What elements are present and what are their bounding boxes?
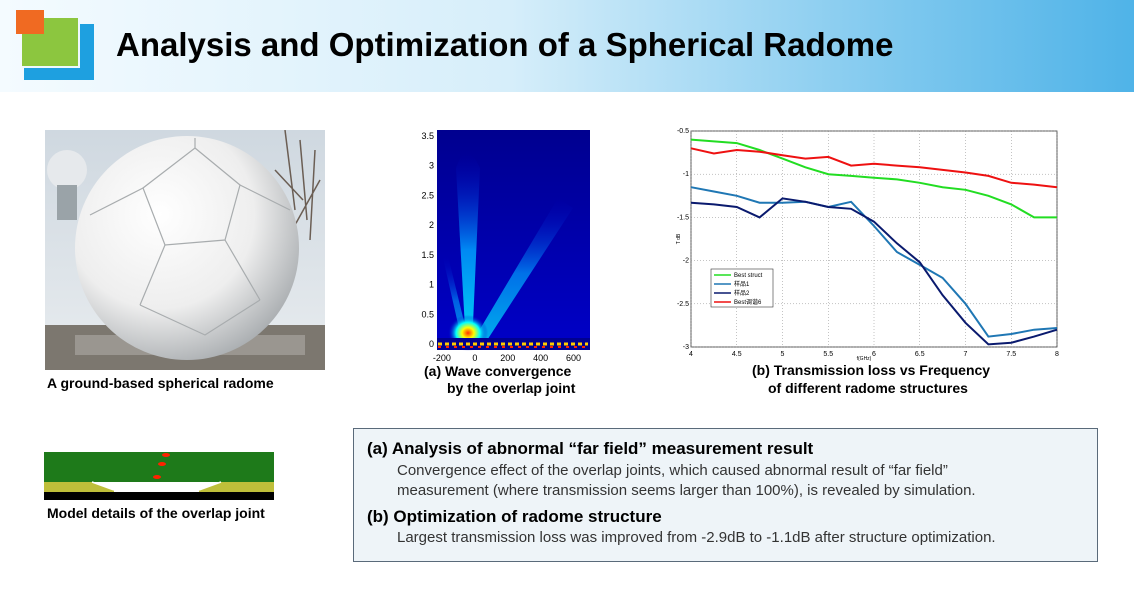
title-bar: Analysis and Optimization of a Spherical…: [0, 0, 1134, 92]
line-series-1: [690, 186, 1058, 338]
line-chart-ticks: 4 4.5 5 5.5 6 6.5 7 7.5 8 -0.5 -1 -1.5 -2 -2.5 -3 f(GHz…: [676, 128, 1059, 362]
contour-caption-line2: by the overlap joint: [447, 380, 576, 396]
line-chart-y-tick-1: -1: [683, 171, 689, 178]
line-chart-x-tick-4: 6: [872, 351, 876, 358]
line-chart-y-tick-2: -1.5: [677, 214, 689, 221]
central-beam: [456, 153, 480, 346]
contour-y-tick-0: 0: [429, 339, 434, 349]
hotspot-1: [162, 453, 170, 457]
joint-black-base: [44, 492, 274, 500]
joint-right-panel: [199, 482, 274, 492]
radome-seams: [89, 138, 291, 336]
contour-y-tick-7: 3.5: [421, 131, 434, 141]
legend-label-1: 样品1: [734, 280, 750, 288]
chart-caption-line1: (b) Transmission loss vs Frequency: [752, 362, 991, 378]
line-chart-y-tick-3: -2: [683, 258, 689, 265]
line-chart-y-tick-5: -3: [683, 344, 689, 351]
contour-x-tick-3: 400: [533, 353, 548, 363]
legend-label-3: Best调谐6: [734, 298, 762, 306]
line-chart-y-tick-0: -0.5: [677, 128, 689, 135]
line-series-0: [690, 138, 1057, 219]
summary-a-body-line2: measurement (where transmission seems la…: [397, 482, 976, 499]
overlap-joint-fringe: [437, 338, 590, 350]
hotspot-2: [158, 462, 166, 466]
photo-caption: A ground-based spherical radome: [47, 375, 274, 391]
line-chart-series: [690, 138, 1058, 346]
contour-x-tick-2: 200: [500, 353, 515, 363]
line-chart-x-tick-0: 4: [689, 351, 693, 358]
small-radome-tower: [57, 185, 77, 220]
line-chart-x-tick-3: 5.5: [823, 351, 833, 358]
line-chart-x-tick-1: 4.5: [732, 351, 742, 358]
contour-x-tick-4: 600: [566, 353, 581, 363]
line-chart-y-tick-4: -2.5: [677, 301, 689, 308]
page-title: Analysis and Optimization of a Spherical…: [116, 26, 894, 63]
contour-ticks: -200 0 200 400 600 0 0.5 1 1.5 2 2.5 3 3.5: [421, 131, 581, 363]
overlap-joint-model: [44, 452, 274, 500]
line-chart-x-tick-6: 7: [964, 351, 968, 358]
logo-orange-block: [16, 10, 44, 34]
summary-a-heading: (a) Analysis of abnormal “far field” mea…: [367, 439, 814, 458]
contour-y-tick-5: 2.5: [421, 190, 434, 200]
line-chart-x-label: f(GHz): [857, 356, 872, 362]
contour-y-tick-3: 1.5: [421, 250, 434, 260]
contour-y-tick-6: 3: [429, 161, 434, 171]
logo: [16, 10, 94, 80]
joint-left-panel: [44, 482, 114, 492]
legend-label-2: 样品2: [734, 289, 750, 297]
contour-x-tick-0: -200: [433, 353, 451, 363]
chart-caption-line2: of different radome structures: [768, 380, 968, 396]
line-chart-x-tick-7: 7.5: [1006, 351, 1016, 358]
transmission-loss-chart: 4 4.5 5 5.5 6 6.5 7 7.5 8 -0.5 -1 -1.5 -2 -2.5 -3 f(GHz…: [676, 128, 1059, 362]
summary-b-body: Largest transmission loss was improved f…: [397, 529, 996, 546]
small-radome: [47, 150, 87, 190]
radome-photo: [45, 130, 325, 370]
radome-ball: [75, 136, 299, 360]
contour-caption-line1: (a) Wave convergence: [424, 363, 572, 379]
line-chart-x-tick-5: 6.5: [915, 351, 925, 358]
hotspot-3: [153, 475, 161, 479]
line-chart-y-label: T dB: [676, 233, 682, 244]
line-chart-x-tick-8: 8: [1055, 351, 1059, 358]
line-chart-x-tick-2: 5: [781, 351, 785, 358]
joint-white-edge: [91, 481, 222, 491]
contour-y-tick-4: 2: [429, 220, 434, 230]
right-beam: [470, 198, 573, 348]
contour-x-tick-1: 0: [472, 353, 477, 363]
legend-label-0: Best struct: [734, 273, 763, 279]
wave-convergence-plot: -200 0 200 400 600 0 0.5 1 1.5 2 2.5 3 3.5: [421, 130, 590, 363]
line-series-3: [690, 147, 1058, 189]
contour-y-tick-2: 1: [429, 280, 434, 290]
line-series-2: [690, 197, 1058, 346]
summary-a-body-line1: Convergence effect of the overlap joints…: [397, 462, 948, 479]
summary-box: (a) Analysis of abnormal “far field” mea…: [353, 428, 1098, 562]
joint-caption: Model details of the overlap joint: [47, 505, 265, 521]
summary-b-heading: (b) Optimization of radome structure: [367, 507, 662, 526]
contour-y-tick-1: 0.5: [421, 309, 434, 319]
